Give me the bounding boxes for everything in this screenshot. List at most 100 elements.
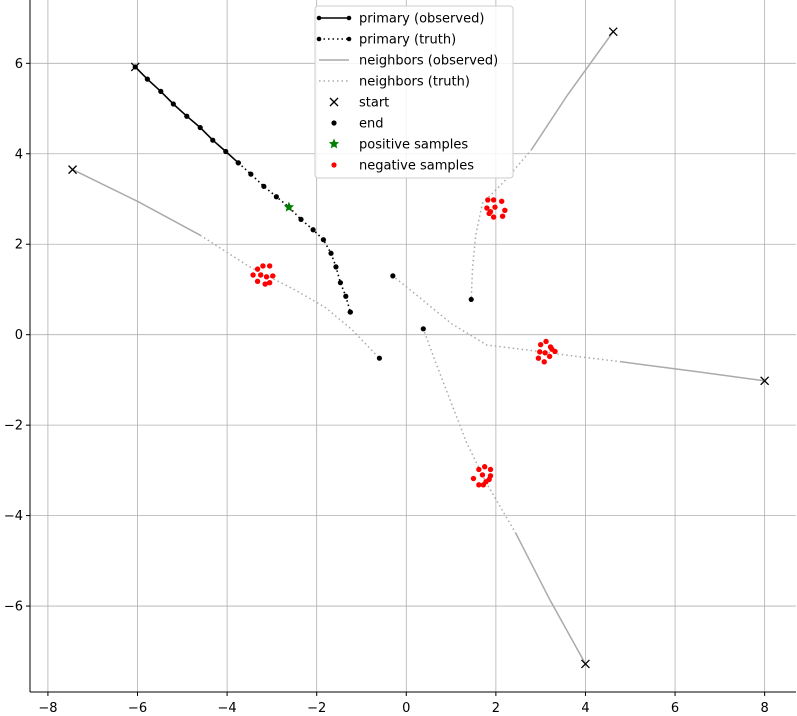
start-marker [68, 165, 78, 175]
end-marker [347, 309, 353, 315]
neighbor-truth-line [392, 275, 622, 363]
primary-point [328, 250, 334, 256]
primary-point [184, 113, 190, 119]
y-tick-label: −4 [4, 509, 23, 524]
neighbor-observed-line [621, 361, 765, 382]
negative-sample-point [250, 272, 256, 278]
legend: primary (observed) primary (truth) neighbo… [314, 5, 514, 179]
negative-sample-point [499, 213, 506, 219]
legend-label: neighbors (truth) [359, 75, 470, 90]
end-marker [420, 326, 426, 332]
negative-sample-point [535, 355, 542, 361]
neighbor-truth-line [199, 234, 380, 359]
negative-sample-point [270, 273, 276, 279]
legend-marker [316, 36, 322, 42]
negative-sample-point [476, 482, 482, 488]
negative-sample-point [262, 281, 268, 287]
negative-sample-point [481, 464, 488, 470]
start-marker-stroke [608, 27, 618, 37]
x-tick-label: −6 [128, 701, 147, 716]
primary-point [333, 264, 339, 270]
legend-item: end [331, 117, 384, 132]
legend-label: end [359, 117, 384, 132]
x-tick-label: 8 [761, 701, 769, 716]
primary-point [197, 124, 203, 131]
y-tick-label: −2 [4, 419, 23, 434]
negative-sample-point [254, 266, 261, 272]
negative-sample-point [483, 478, 489, 485]
legend-item: primary (observed) [316, 12, 484, 27]
primary-point [144, 76, 150, 82]
primary-point [158, 88, 164, 94]
negative-sample-point [487, 466, 494, 473]
y-tick-label: 2 [15, 238, 23, 253]
negative-sample-point [476, 466, 482, 473]
negative-sample-point [541, 359, 547, 365]
neighbor-observed-line [531, 31, 614, 150]
y-tick-label: −6 [4, 600, 23, 615]
negative-sample-point [487, 208, 494, 215]
negative-sample-point [546, 353, 553, 360]
legend-label: neighbors (observed) [359, 54, 498, 69]
negative-sample-point [490, 214, 497, 220]
start-marker-stroke [130, 62, 140, 72]
primary-point [298, 216, 304, 222]
negative-sample-point [484, 205, 490, 211]
legend-item: start [329, 96, 389, 111]
x-tick-label: −2 [307, 701, 326, 716]
negative-sample-point [542, 350, 548, 356]
start-marker [608, 27, 618, 37]
primary-point [170, 101, 176, 107]
legend-marker [346, 15, 352, 21]
start-marker [130, 62, 140, 72]
negative-sample-point [485, 197, 491, 203]
start-marker [581, 659, 590, 669]
negative-sample-point [470, 475, 477, 482]
legend-item: neighbors (observed) [319, 54, 498, 69]
negative-sample-point [260, 263, 266, 269]
axes: −8 −6 −4 −2 0 2 4 6 8 −6 −4 −2 0 2 4 6 [4, 0, 796, 716]
start-marker-stroke [760, 376, 770, 386]
legend-label: primary (truth) [359, 33, 456, 48]
y-tick-label: 6 [15, 57, 23, 72]
legend-item: primary (truth) [316, 33, 456, 48]
negative-sample-point [549, 346, 555, 352]
primary-point [343, 293, 349, 299]
x-tick-label: 0 [402, 701, 410, 716]
negative-sample-point [479, 472, 486, 478]
legend-box [314, 5, 514, 179]
negative-sample-point [537, 341, 544, 348]
legend-marker [329, 97, 339, 107]
neighbor-observed-line [515, 533, 587, 665]
legend-marker [346, 36, 352, 42]
start-marker [760, 376, 770, 386]
x-tick-label: −8 [38, 701, 57, 716]
neighbor-truth-line [422, 328, 517, 535]
start-marker-stroke [68, 165, 78, 175]
primary-point [310, 227, 316, 233]
plot-markers [68, 27, 770, 669]
x-tick-label: 2 [492, 701, 500, 716]
negative-sample-point [266, 263, 273, 269]
negative-sample-point [498, 198, 505, 204]
primary-point [320, 237, 327, 243]
primary-point [235, 160, 241, 166]
primary-point [261, 183, 267, 189]
negative-sample-point [502, 207, 508, 214]
legend-item: neighbors (truth) [319, 75, 470, 90]
primary-point [273, 194, 279, 200]
negative-sample-point [492, 204, 498, 210]
primary-point [248, 171, 254, 177]
x-tick-label: 6 [671, 701, 679, 716]
negative-sample-point [543, 338, 549, 345]
negative-sample-point [490, 197, 497, 203]
negative-sample-point [257, 272, 264, 278]
x-tick-label: 4 [581, 701, 589, 716]
primary-point [210, 137, 216, 143]
negative-sample-point [537, 349, 543, 355]
legend-item: negative samples [331, 159, 474, 174]
end-marker [468, 296, 474, 303]
legend-label: primary (observed) [359, 12, 484, 27]
negative-sample-point [254, 278, 261, 285]
